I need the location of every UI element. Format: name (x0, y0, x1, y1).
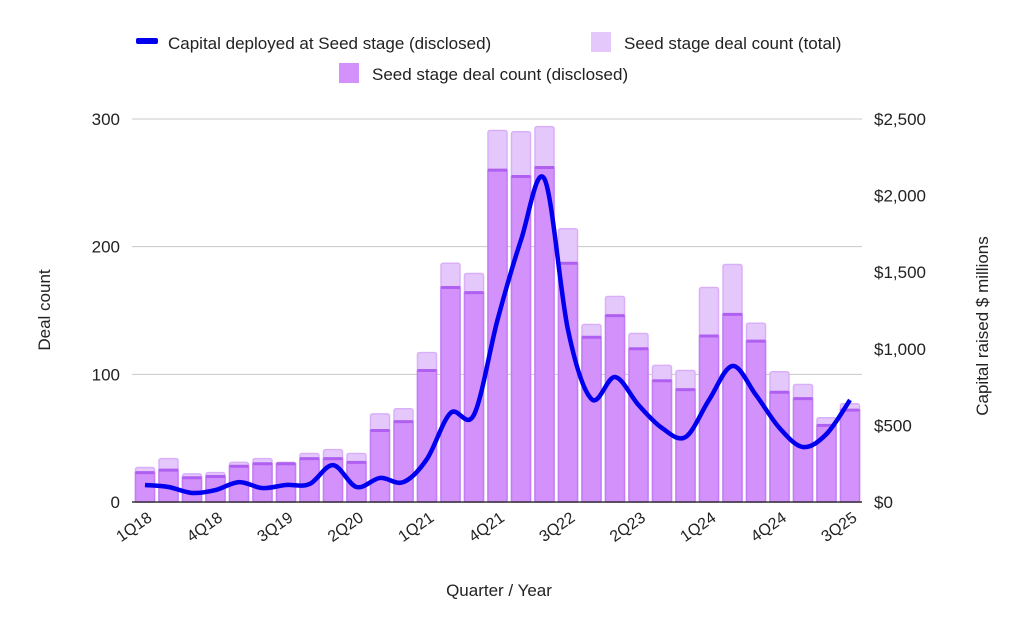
bar-disclosed-3Q25 (839, 409, 861, 503)
legend-label-capital: Capital deployed at Seed stage (disclose… (168, 34, 491, 53)
x-tick-label: 3Q19 (254, 509, 296, 545)
x-tick-label: 1Q21 (395, 509, 437, 545)
y2-tick-label: $1,500 (874, 263, 926, 282)
bar-disclosed-2Q19 (252, 462, 273, 503)
bar-disclosed-3Q24 (745, 340, 767, 503)
y2-axis-ticks: $0 $500 $1,000 $1,500 $2,000 $2,500 (874, 110, 926, 512)
bar-disclosed-1Q21 (416, 369, 438, 503)
y2-tick-label: $0 (874, 493, 893, 512)
bar-disclosed-2Q24 (722, 313, 743, 503)
x-tick-label: 4Q21 (466, 509, 508, 545)
y2-tick-label: $2,500 (874, 110, 926, 129)
y2-tick-label: $2,000 (874, 187, 926, 206)
y-tick-label: 0 (111, 493, 120, 512)
y2-tick-label: $1,000 (874, 340, 926, 359)
legend-label-disclosed: Seed stage deal count (disclosed) (372, 65, 628, 84)
y2-axis-title: Capital raised $ millions (973, 236, 992, 416)
x-tick-label: 2Q20 (325, 509, 367, 545)
legend-swatch-capital (136, 38, 158, 44)
y-axis-ticks: 0 100 200 300 (92, 110, 120, 512)
bar-disclosed-1Q22 (510, 175, 532, 503)
bar-disclosed-4Q22 (581, 336, 602, 503)
bar-disclosed-2Q23 (628, 348, 649, 503)
y-tick-label: 100 (92, 365, 120, 384)
x-tick-label: 4Q18 (184, 509, 226, 545)
x-tick-label: 1Q18 (113, 509, 155, 545)
y-tick-label: 200 (92, 238, 120, 257)
bar-disclosed-1Q23 (604, 314, 626, 503)
y-tick-label: 300 (92, 110, 120, 129)
bar-disclosed-4Q20 (393, 420, 414, 503)
bar-disclosed-4Q24 (769, 391, 790, 503)
x-tick-label: 4Q24 (748, 509, 790, 545)
y2-tick-label: $500 (874, 416, 912, 435)
bar-disclosed-3Q20 (369, 429, 391, 503)
legend: Capital deployed at Seed stage (disclose… (136, 32, 841, 84)
bar-disclosed-4Q21 (487, 169, 508, 503)
bar-disclosed-1Q25 (792, 397, 814, 503)
capital-line-path (144, 174, 852, 496)
bar-disclosed-3Q23 (651, 379, 673, 503)
x-tick-label: 3Q25 (818, 509, 860, 545)
x-tick-label: 2Q23 (607, 509, 649, 545)
x-axis-ticks: 1Q18 4Q18 3Q19 2Q20 1Q21 4Q21 3Q22 2Q23 1Q24 4Q24… (113, 509, 860, 545)
x-tick-label: 1Q24 (677, 509, 719, 545)
legend-swatch-disclosed (339, 63, 359, 83)
bar-disclosed-1Q24 (698, 335, 720, 503)
bar-disclosed-4Q23 (675, 388, 696, 503)
x-tick-label: 3Q22 (536, 509, 578, 545)
legend-label-total: Seed stage deal count (total) (624, 34, 841, 53)
x-axis-title: Quarter / Year (446, 581, 552, 600)
bar-disclosed-2Q21 (440, 286, 461, 503)
legend-swatch-total (591, 32, 611, 52)
y-axis-title: Deal count (35, 269, 54, 351)
capital-line (144, 174, 852, 496)
